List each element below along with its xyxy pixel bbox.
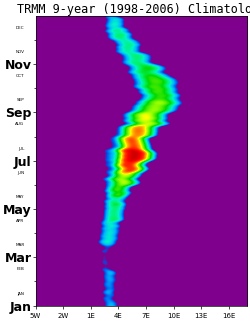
Text: MAY: MAY	[16, 195, 24, 199]
Text: FEB: FEB	[17, 267, 24, 271]
Text: JUN: JUN	[18, 171, 24, 175]
Text: JUL: JUL	[18, 147, 24, 151]
Text: OCT: OCT	[16, 74, 24, 78]
Text: MAR: MAR	[15, 243, 24, 247]
Text: DEC: DEC	[16, 26, 24, 30]
Text: APR: APR	[16, 219, 24, 223]
Text: JAN: JAN	[18, 291, 25, 296]
Text: SEP: SEP	[17, 98, 24, 102]
Text: NOV: NOV	[16, 50, 24, 54]
Text: AUG: AUG	[16, 122, 24, 127]
Title: TRMM 9-year (1998-2006) Climatology: TRMM 9-year (1998-2006) Climatology	[17, 3, 250, 16]
